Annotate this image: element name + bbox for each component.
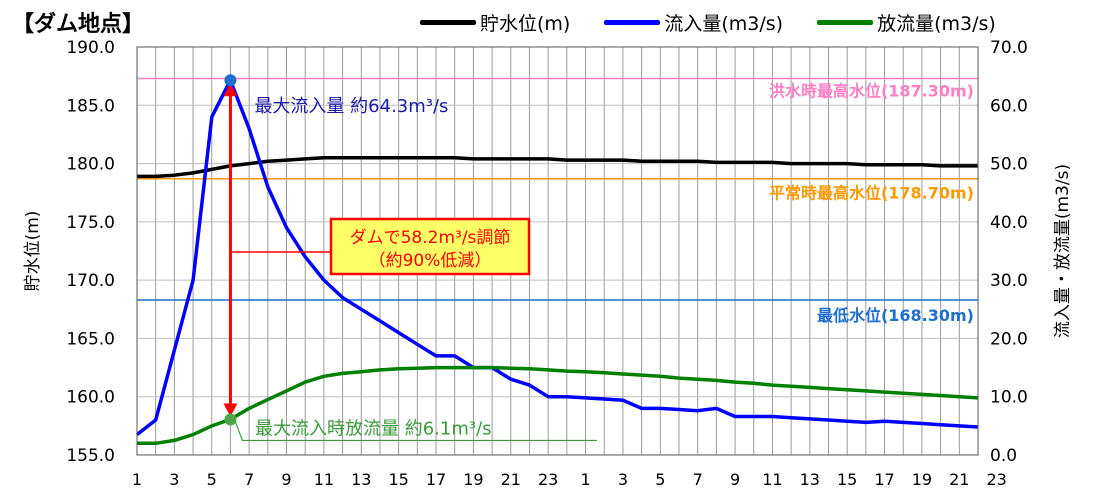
x-tick-label: 7 — [693, 470, 703, 489]
series-line — [135, 78, 979, 436]
x-tick-label: 3 — [169, 470, 179, 489]
y-tick-label-left: 185.0 — [66, 96, 115, 116]
x-tick-label: 7 — [244, 470, 254, 489]
legend-item-water-level: 貯水位(m) — [420, 9, 570, 36]
y-tick-label-left: 180.0 — [66, 155, 115, 175]
y-tick-label-right: 30.0 — [990, 271, 1028, 291]
plot-border — [136, 46, 979, 456]
x-tick-label: 11 — [762, 470, 782, 489]
reference-lines: 洪水時最高水位(187.30m) 平常時最高水位(178.70m) 最低水位(168… — [137, 77, 978, 325]
series-layer — [135, 78, 979, 446]
y-tick-label-right: 70.0 — [990, 38, 1028, 58]
x-tick-label: 9 — [281, 470, 291, 489]
reference-line-label: 洪水時最高水位(187.30m) — [769, 81, 974, 100]
arrow-head-bottom — [223, 403, 238, 417]
chart-legend: 貯水位(m) 流入量(m3/s) 放流量(m3/s) — [420, 9, 1030, 36]
x-tick-label: 17 — [874, 470, 894, 489]
x-tick-label: 3 — [618, 470, 628, 489]
y-tick-label-left: 175.0 — [66, 213, 115, 233]
x-tick-label: 11 — [314, 470, 334, 489]
y-tick-label-left: 190.0 — [66, 38, 115, 58]
y-axis-title-left: 貯水位(m) — [23, 211, 43, 292]
y-tick-label-right: 40.0 — [990, 213, 1028, 233]
regulation-text-line1: ダムで58.2m³/s調節 — [350, 228, 511, 248]
peak-release-label: 最大流入時放流量 約6.1m³/s — [255, 418, 492, 439]
y-tick-label-right: 0.0 — [990, 446, 1017, 466]
y-tick-label-left: 155.0 — [66, 446, 115, 466]
reference-line-label: 平常時最高水位(178.70m) — [769, 184, 974, 203]
x-tick-label: 23 — [987, 470, 1007, 489]
legend-label-inflow: 流入量(m3/s) — [664, 12, 784, 35]
y-tick-label-left: 160.0 — [66, 388, 115, 408]
peak-release-marker — [224, 413, 237, 426]
x-tick-label: 23 — [538, 470, 558, 489]
x-tick-label: 5 — [655, 470, 665, 489]
plot-area — [137, 47, 978, 455]
y-axis-title-right: 流入量・放流量(m3/s) — [1053, 164, 1073, 338]
regulation-box — [329, 217, 531, 276]
x-tick-label: 1 — [580, 470, 590, 489]
grid-lines — [137, 47, 978, 455]
axes-layer: 155.0160.0165.0170.0175.0180.0185.0190.0… — [23, 38, 1073, 489]
x-tick-label: 1 — [132, 470, 142, 489]
peak-inflow-label: 最大流入量 約64.3m³/s — [254, 96, 448, 117]
legend-item-inflow: 流入量(m3/s) — [604, 9, 783, 36]
y-tick-label-right: 10.0 — [990, 388, 1028, 408]
x-tick-label: 21 — [949, 470, 969, 489]
y-tick-label-left: 165.0 — [66, 329, 115, 349]
legend-label-water-level: 貯水位(m) — [480, 12, 571, 35]
y-tick-label-left: 170.0 — [66, 271, 115, 291]
series-line — [137, 155, 978, 179]
x-tick-label: 15 — [837, 470, 857, 489]
x-tick-label: 19 — [912, 470, 932, 489]
x-tick-label: 5 — [207, 470, 217, 489]
series-line — [137, 365, 979, 446]
reference-line-label: 最低水位(168.30m) — [817, 306, 974, 325]
legend-swatch-inflow — [604, 19, 661, 25]
legend-swatch-water-level — [420, 19, 476, 25]
x-tick-label: 17 — [426, 470, 446, 489]
x-tick-label: 13 — [351, 470, 371, 489]
chart-title: 【ダム地点】 — [12, 12, 145, 37]
legend-swatch-release — [817, 19, 874, 25]
arrow-head-top — [223, 83, 238, 97]
peak-release-leader — [233, 419, 597, 442]
y-tick-label-right: 50.0 — [990, 155, 1028, 175]
y-tick-label-right: 20.0 — [990, 329, 1028, 349]
regulation-text-line2: （約90%低減） — [369, 251, 492, 271]
x-tick-label: 21 — [501, 470, 521, 489]
x-tick-label: 15 — [388, 470, 408, 489]
x-tick-label: 9 — [730, 470, 740, 489]
annotations-layer: ダムで58.2m³/s調節 （約90%低減） 最大流入量 約64.3m³/s 最大流入… — [223, 74, 597, 442]
legend-label-release: 放流量(m3/s) — [877, 12, 996, 35]
legend-item-release: 放流量(m3/s) — [817, 9, 996, 36]
x-tick-label: 19 — [463, 470, 483, 489]
peak-inflow-marker — [224, 74, 237, 87]
y-tick-label-right: 60.0 — [990, 96, 1028, 116]
x-tick-label: 13 — [800, 470, 820, 489]
